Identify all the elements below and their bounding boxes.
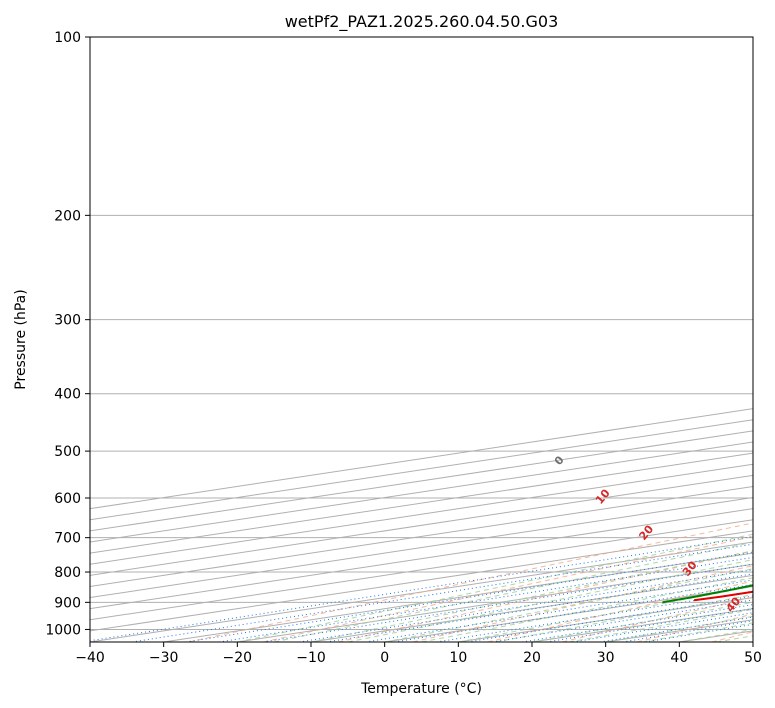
dry-adiabat-line (412, 565, 753, 642)
moist-adiabat-line (568, 608, 753, 642)
y-tick-label: 900 (54, 595, 81, 611)
isotherm-line (90, 519, 753, 621)
x-tick-label: 0 (380, 650, 389, 666)
mixing-ratio-line (599, 616, 753, 642)
y-tick-label: 500 (54, 444, 81, 460)
plot-frame (89, 36, 754, 643)
mixing-ratio-line (645, 623, 753, 642)
mixing-ratio-lines (90, 535, 753, 642)
x-tick-label: 50 (744, 650, 762, 666)
y-axis-title: Pressure (hPa) (13, 289, 29, 389)
isotherm-line (752, 641, 753, 642)
pressure-gridlines (90, 37, 753, 630)
x-tick-label: 30 (597, 650, 615, 666)
y-tick-label: 100 (54, 30, 81, 46)
dry-adiabat-lines (188, 522, 753, 642)
dry-adiabat-line (636, 613, 753, 642)
mixing-ratio-line (262, 563, 753, 642)
x-tick-label: −40 (75, 650, 105, 666)
reference-line-labels: -100-90-80-70-60-50-40-30-20-100.10.20.4… (552, 453, 744, 614)
x-tick-label: −30 (149, 650, 179, 666)
y-tick-label: 1000 (45, 622, 81, 638)
isotherm-line (90, 485, 753, 587)
x-tick-label: 20 (523, 650, 541, 666)
dry-adiabat-line (188, 522, 753, 642)
dry-adiabat-line (711, 631, 753, 642)
moist-adiabat-label: 0 (552, 453, 567, 467)
moist-adiabat-line (458, 585, 753, 642)
mixing-ratio-line (436, 590, 753, 642)
moist-adiabat-line (237, 533, 753, 642)
y-tick-label: 800 (54, 565, 81, 581)
x-axis-title: Temperature (°C) (360, 681, 482, 697)
mixing-ratio-line (394, 583, 753, 642)
x-axis: −40 −30 −20 −10 0 10 20 30 40 50 (75, 642, 762, 666)
y-tick-label: 700 (54, 531, 81, 547)
moist-adiabat-line (384, 568, 753, 642)
y-tick-label: 300 (54, 313, 81, 329)
isotherm-line (90, 474, 753, 576)
y-axis: 100 200 300 400 500 600 700 800 900 1000 (45, 30, 90, 638)
isotherm-line (90, 508, 753, 610)
mixing-ratio-line (90, 535, 753, 642)
isotherm-line (384, 585, 753, 642)
y-tick-label: 600 (54, 491, 81, 507)
x-tick-label: −10 (296, 650, 326, 666)
isotherm-line (90, 452, 753, 554)
chart-title: wetPf2_PAZ1.2025.260.04.50.G03 (285, 12, 559, 32)
y-tick-label: 200 (54, 208, 81, 224)
x-tick-label: −20 (223, 650, 253, 666)
moist-adiabat-line (347, 559, 753, 642)
moist-adiabat-line (421, 577, 753, 642)
isotherm-line (90, 463, 753, 565)
isotherm-line (90, 530, 753, 632)
isotherm-line (90, 497, 753, 599)
moist-adiabat-label: 10 (593, 486, 613, 506)
mixing-ratio-line (572, 612, 753, 642)
x-tick-label: 10 (449, 650, 467, 666)
moist-adiabat-line (274, 541, 753, 642)
dry-adiabat-line (263, 536, 753, 642)
mixing-ratio-line (131, 543, 753, 642)
isotherm-line (531, 608, 753, 642)
dry-adiabat-line (487, 580, 753, 642)
dry-adiabat-line (562, 596, 753, 642)
moist-adiabat-line (531, 601, 753, 642)
isotherm-line (90, 441, 753, 543)
isotherm-lines (90, 408, 753, 642)
y-tick-label: 400 (54, 387, 81, 403)
x-tick-label: 40 (670, 650, 688, 666)
